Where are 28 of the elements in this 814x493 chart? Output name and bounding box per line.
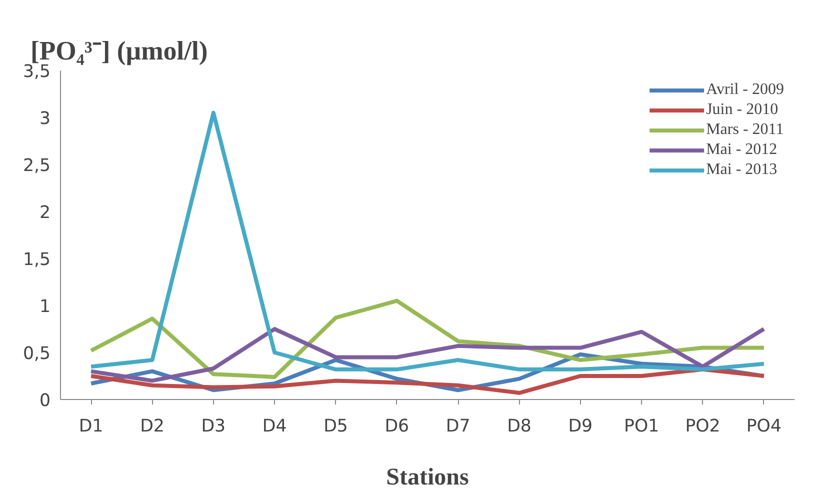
y-tick-label: 3 [39,109,51,129]
x-tick-label: D7 [446,416,470,436]
x-tick-label: PO1 [624,416,660,436]
y-tick-label: 1 [39,297,51,317]
x-tick-label: PO4 [746,416,782,436]
y-tick-label: 2 [39,203,51,223]
legend-label: Avril - 2009 [706,81,784,99]
x-tick-label: D8 [507,416,532,436]
legend-label: Mai - 2012 [706,141,778,159]
legend-label: Juin - 2010 [706,101,778,119]
line-series [89,367,766,395]
y-tick-label: 0,5 [22,344,51,364]
x-tick-label: D2 [140,416,164,436]
x-tick-label: D6 [384,416,410,436]
x-tick-label: D9 [568,416,593,436]
x-tick-label: D4 [262,416,287,436]
x-tick-label: D1 [78,416,104,436]
legend-label: Mai - 2013 [706,161,778,179]
x-axis-title: Stations [386,464,469,490]
x-tick-label: PO2 [685,416,720,436]
legend-label: Mars - 2011 [706,121,784,139]
x-tick-label: D3 [201,416,226,436]
line-series [89,327,766,383]
line-series [89,298,766,379]
y-tick-label: 0 [39,391,51,411]
x-tick-label: D5 [324,416,348,436]
y-tick-label: 2,5 [22,156,51,176]
y-tick-label: 1,5 [22,250,51,270]
